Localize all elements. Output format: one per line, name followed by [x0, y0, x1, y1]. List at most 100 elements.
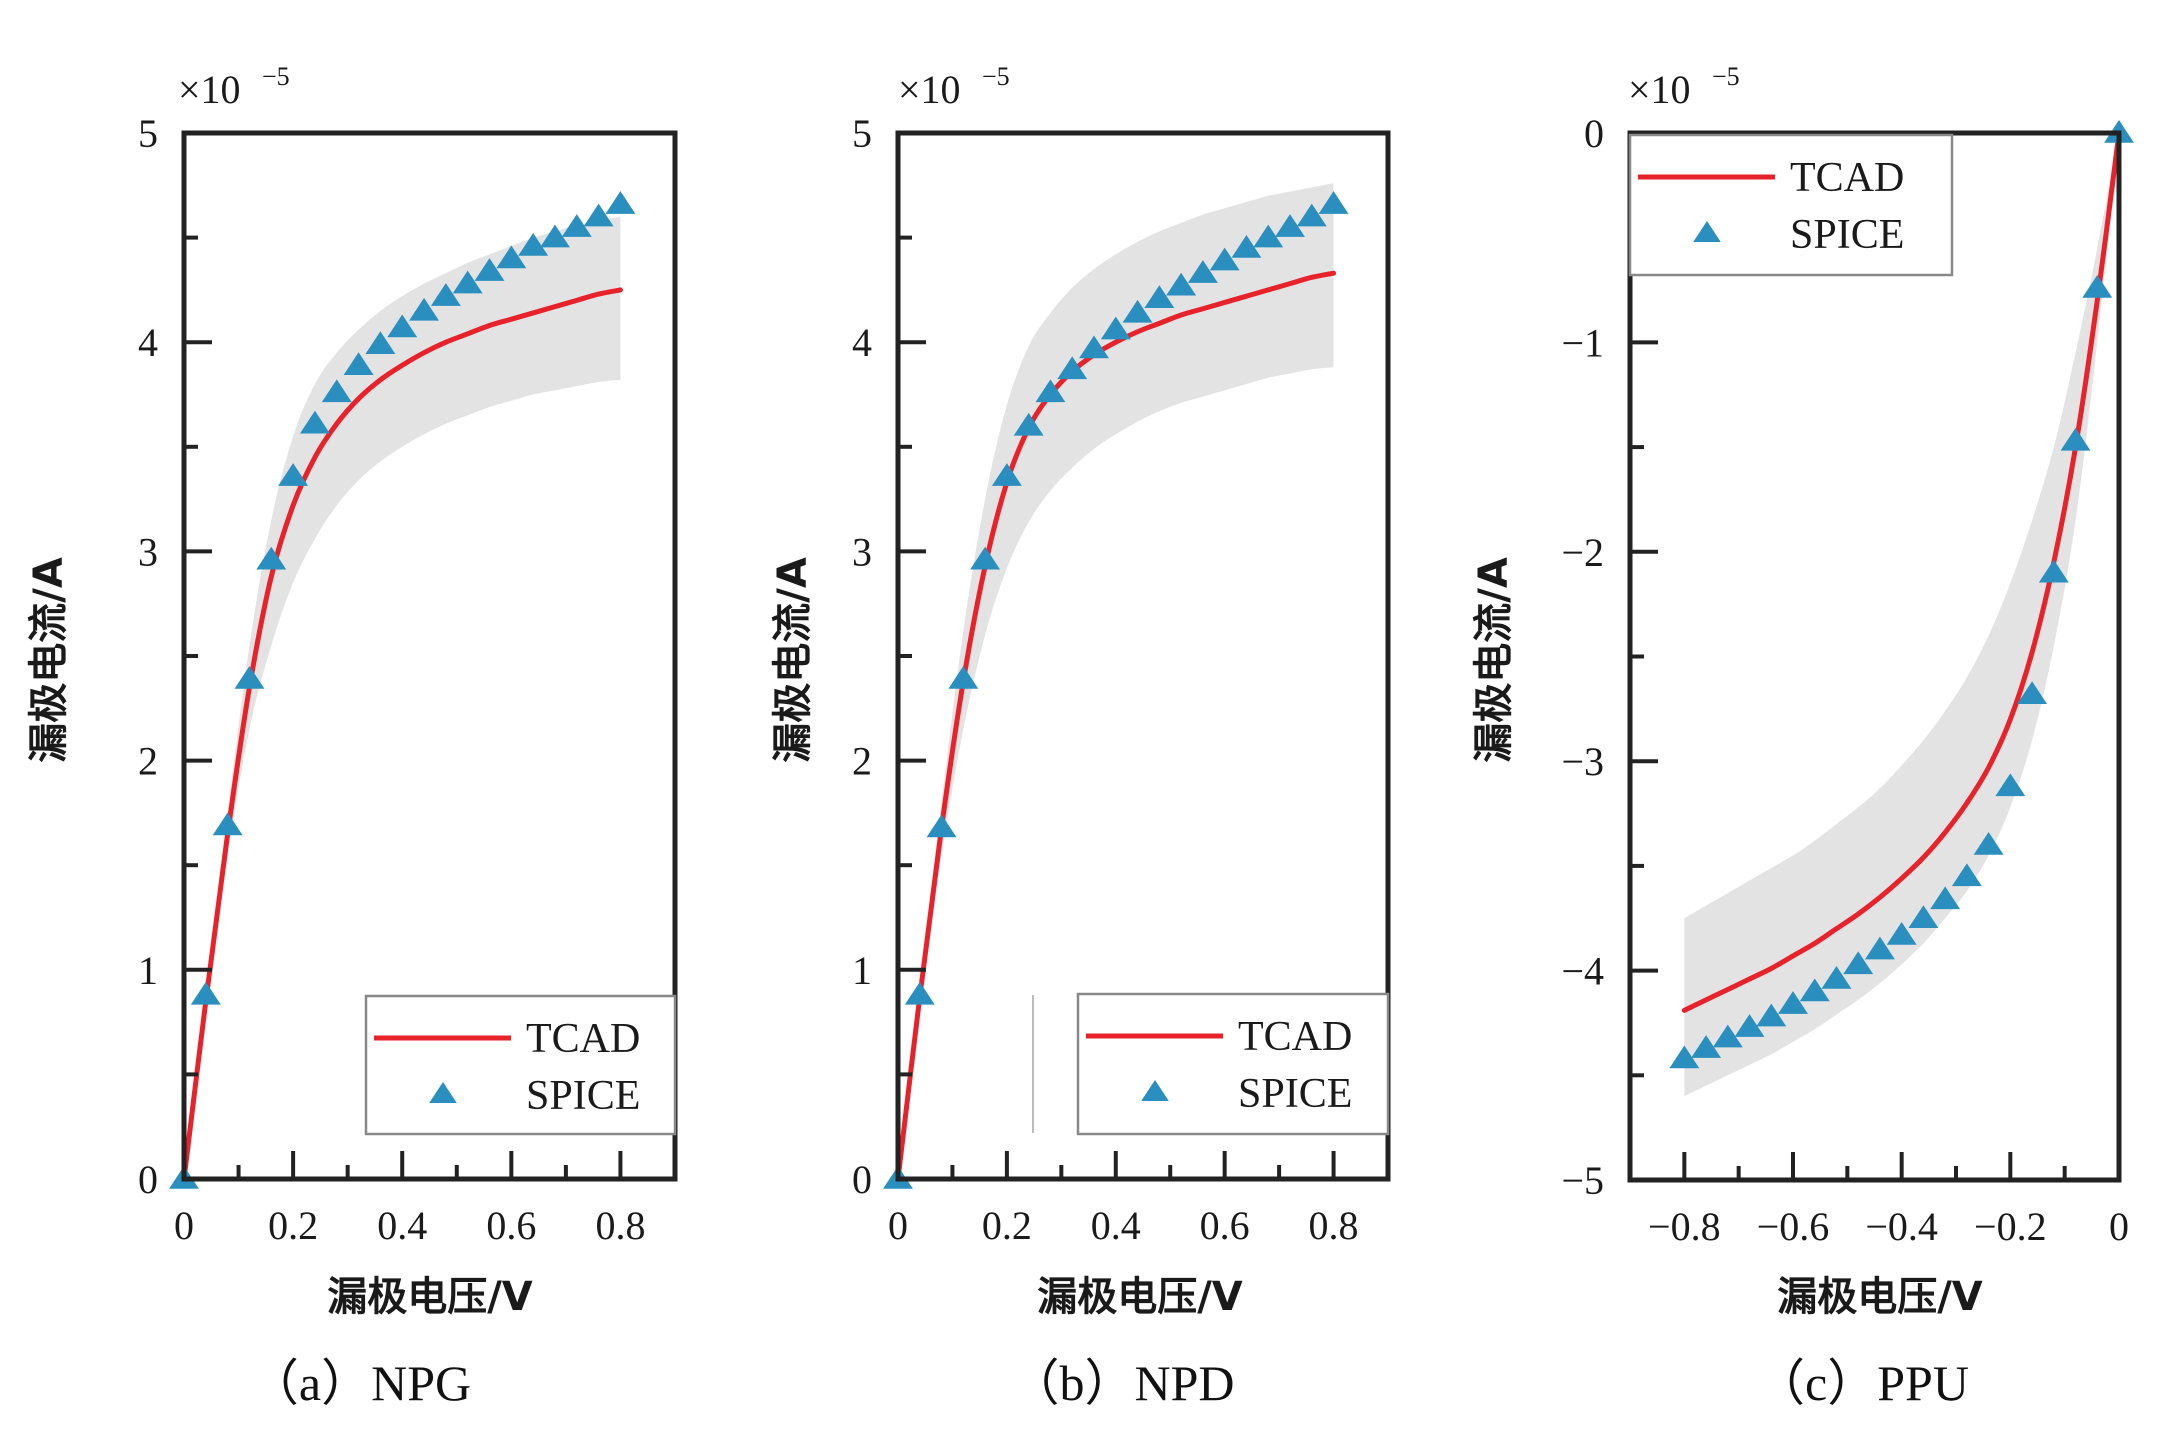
x-tick-label: −0.4	[1865, 1204, 1938, 1249]
spice-marker	[904, 981, 935, 1005]
legend-box	[1076, 992, 1390, 1136]
x-tick-label: 0.6	[486, 1203, 536, 1248]
spice-marker	[2082, 274, 2113, 298]
spice-marker	[212, 812, 243, 836]
y-tick-label: 4	[852, 320, 872, 365]
y-tick-label: 2	[852, 739, 872, 784]
spice-marker	[2038, 559, 2069, 583]
spice-marker	[970, 546, 1001, 570]
spice-marker	[1100, 316, 1131, 340]
plot-area	[883, 183, 1349, 1189]
tcad-line	[1681, 130, 2122, 1013]
spice-marker	[583, 203, 614, 227]
x-tick-label: 0.8	[1309, 1203, 1359, 1248]
spice-marker	[540, 224, 570, 248]
y-tick-label: 3	[138, 529, 158, 574]
x-tick-label: −0.6	[1757, 1204, 1830, 1249]
spice-marker	[1691, 1035, 1722, 1058]
y-tick-label: −5	[1561, 1158, 1604, 1203]
uncertainty-band	[898, 183, 1334, 1179]
x-tick-label: 0	[174, 1203, 194, 1248]
spice-marker	[278, 463, 309, 486]
spice-marker	[452, 270, 483, 294]
spice-marker	[1908, 905, 1939, 928]
spice-marker	[1253, 224, 1284, 248]
spice-marker	[1144, 285, 1175, 309]
spice-marker	[948, 666, 979, 689]
x-tick-label: 0.2	[982, 1203, 1032, 1248]
spice-marker	[1166, 272, 1197, 296]
spice-marker	[365, 331, 396, 355]
x-tick-label: 0.8	[595, 1203, 645, 1248]
spice-marker	[561, 214, 592, 237]
spice-marker	[430, 283, 461, 306]
spice-marker	[991, 463, 1022, 486]
legend: TCAD SPICE	[1628, 133, 1954, 277]
spice-marker	[605, 191, 636, 214]
spice-marker	[474, 258, 505, 281]
spice-marker	[1951, 863, 1982, 887]
y-tick-label: 0	[138, 1157, 158, 1202]
x-tick-label: −0.8	[1648, 1204, 1721, 1249]
legend: TCAD SPICE	[1076, 992, 1390, 1136]
legend-spice-marker	[1141, 1080, 1169, 1101]
y-axis-title-b: 漏极电流/A	[770, 557, 816, 763]
y-multiplier-exponent-a: −5	[262, 62, 290, 91]
spice-marker	[1821, 965, 1852, 989]
y-multiplier-c: ×10	[1628, 67, 1691, 112]
spice-marker	[1187, 260, 1218, 283]
y-tick-label: 4	[138, 320, 158, 365]
uncertainty-band	[184, 216, 621, 1179]
y-tick-label: −3	[1561, 739, 1604, 784]
y-axis-title-c: 漏极电流/A	[1471, 557, 1517, 763]
y-tick-label: −2	[1561, 530, 1604, 575]
spice-marker	[1669, 1045, 1700, 1069]
spice-marker	[1886, 922, 1917, 945]
spice-marker	[1734, 1014, 1765, 1037]
y-tick-label: 3	[852, 529, 872, 574]
spice-marker	[1318, 191, 1349, 214]
spice-marker	[1035, 379, 1066, 403]
spice-marker	[1799, 978, 1830, 1002]
y-tick-label: 5	[852, 111, 872, 156]
x-tick-label: 0	[2109, 1204, 2129, 1249]
spice-marker	[1209, 247, 1240, 271]
legend-tcad-label: TCAD	[1238, 1014, 1352, 1060]
legend-spice-label: SPICE	[1790, 212, 1904, 258]
spice-marker	[496, 245, 527, 269]
x-tick-label: 0.2	[268, 1203, 318, 1248]
y-tick-label: 1	[852, 948, 872, 993]
x-tick-label: 0.4	[377, 1203, 427, 1248]
legend-box	[1628, 133, 1954, 277]
spice-marker	[926, 814, 957, 838]
y-tick-label: 2	[138, 739, 158, 784]
spice-marker	[256, 546, 287, 570]
spice-marker	[2017, 681, 2048, 704]
spice-marker	[1013, 412, 1044, 436]
legend-spice-marker	[1693, 221, 1721, 242]
caption-a: （a）NPG	[249, 1355, 471, 1411]
spice-marker	[1296, 203, 1327, 227]
x-axis-title-c: 漏极电压/V	[1777, 1274, 1983, 1320]
spice-marker	[1079, 335, 1109, 359]
x-tick-label: −0.2	[1974, 1204, 2047, 1249]
x-axis-title-b: 漏极电压/V	[1037, 1274, 1243, 1320]
uncertainty-band	[1684, 133, 2119, 1097]
x-tick-label: 0.4	[1091, 1203, 1141, 1248]
spice-marker	[1995, 773, 2026, 797]
legend-tcad-label: TCAD	[1790, 155, 1904, 201]
y-multiplier-b: ×10	[898, 67, 961, 112]
spice-marker	[1930, 886, 1961, 910]
legend-spice-label: SPICE	[1238, 1071, 1352, 1117]
spice-marker	[1843, 951, 1874, 975]
panel-c: ×10 −5 漏极电流/A 漏极电压/V （c）PPU −0.8 −0.6 −0.4…	[1471, 62, 2134, 1411]
y-multiplier-a: ×10	[178, 67, 241, 112]
spice-marker	[1275, 214, 1305, 237]
caption-c: （c）PPU	[1755, 1355, 1969, 1411]
legend: TCAD SPICE	[364, 994, 677, 1136]
spice-marker	[1973, 831, 2004, 855]
plot-area	[1669, 120, 2134, 1097]
x-tick-label: 0	[888, 1203, 908, 1248]
legend-spice-label: SPICE	[526, 1073, 640, 1119]
